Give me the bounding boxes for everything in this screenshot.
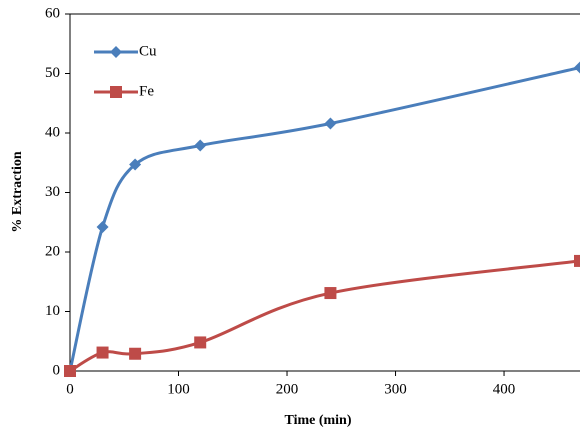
data-point xyxy=(64,365,76,377)
x-tick-label: 0 xyxy=(66,381,74,397)
legend-marker xyxy=(110,86,122,98)
legend-label: Fe xyxy=(139,83,154,99)
data-point xyxy=(194,139,207,152)
x-tick-label: 100 xyxy=(167,381,190,397)
y-tick-label: 0 xyxy=(53,362,61,378)
data-point xyxy=(96,221,109,234)
data-point xyxy=(574,61,580,74)
series-line xyxy=(69,259,580,373)
x-tick-label: 200 xyxy=(276,381,299,397)
data-point xyxy=(129,158,142,171)
y-tick-label: 50 xyxy=(45,65,60,81)
y-tick-label: 60 xyxy=(45,5,60,21)
x-axis-label: Time (min) xyxy=(284,413,351,428)
y-axis-label: % Extraction xyxy=(10,151,25,232)
data-point xyxy=(96,346,109,359)
series-line xyxy=(68,66,580,372)
legend-label: Cu xyxy=(139,43,157,59)
data-point xyxy=(324,287,337,300)
x-tick-label: 400 xyxy=(493,381,516,397)
data-point xyxy=(324,117,337,130)
y-tick-label: 30 xyxy=(45,184,60,200)
y-tick-label: 40 xyxy=(45,124,60,140)
data-point xyxy=(574,254,580,267)
y-tick-label: 10 xyxy=(45,303,60,319)
data-point xyxy=(129,347,142,360)
legend-marker xyxy=(110,46,122,58)
data-point xyxy=(194,336,207,349)
y-tick-label: 20 xyxy=(45,243,60,259)
x-tick-label: 300 xyxy=(384,381,407,397)
